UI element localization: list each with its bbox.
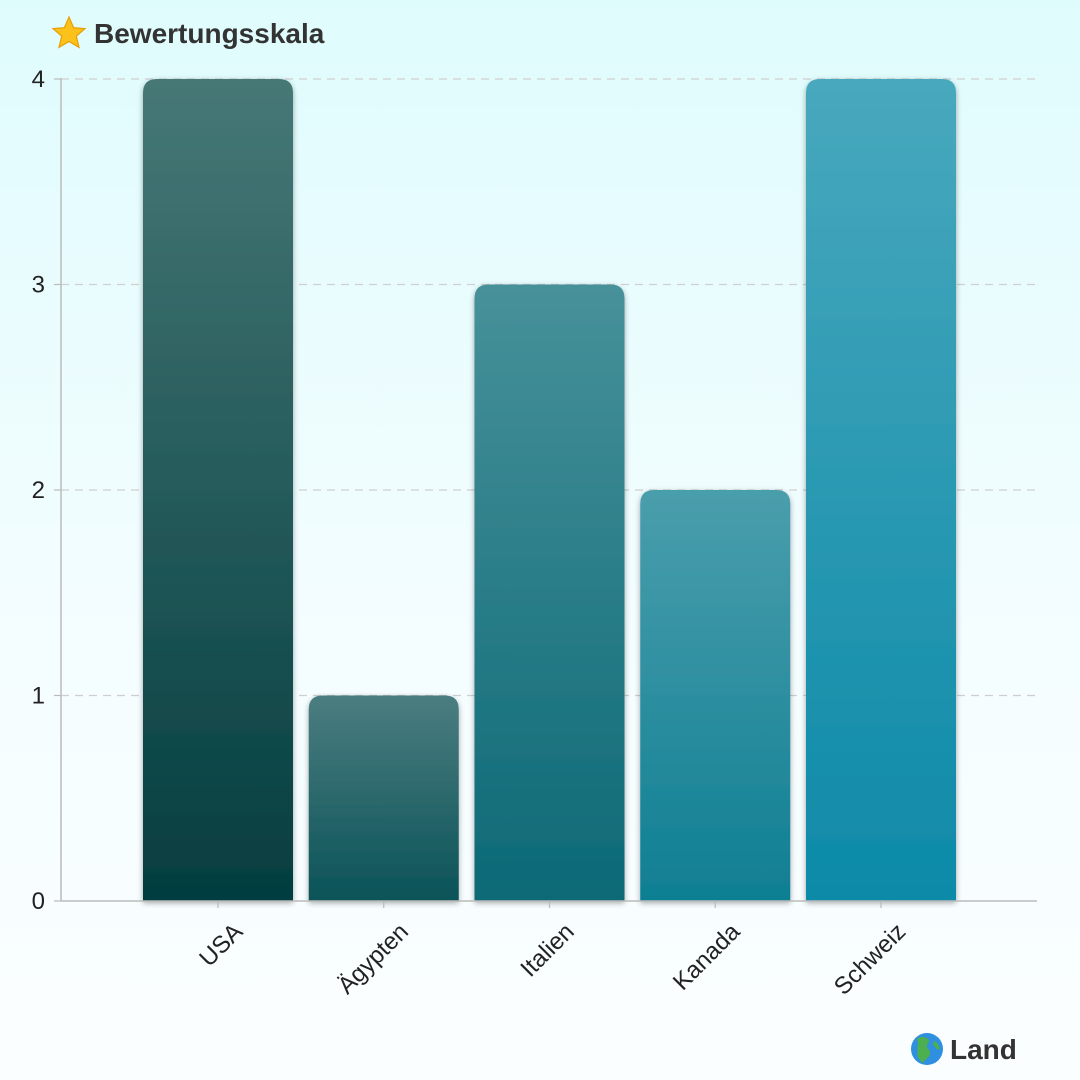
x-tick-label: Ägypten <box>333 918 414 999</box>
x-tick-label: USA <box>194 918 248 972</box>
bar-schweiz <box>806 79 956 901</box>
x-tick-label: Schweiz <box>829 918 911 1000</box>
y-tick-label: 0 <box>32 888 45 915</box>
bar-kanada <box>640 490 791 901</box>
y-axis-title: Bewertungsskala <box>51 15 325 49</box>
globe-icon <box>911 1033 943 1065</box>
y-tick-label: 3 <box>32 272 45 299</box>
bar-italien <box>474 284 625 901</box>
x-axis-title: Land <box>911 1033 1017 1065</box>
y-axis-label: Bewertungsskala <box>94 18 325 49</box>
y-tick-label: 2 <box>32 477 45 504</box>
star-icon <box>51 15 87 49</box>
y-axis-ticks: 0 1 2 3 4 <box>32 66 61 915</box>
y-tick-label: 1 <box>32 683 45 710</box>
x-tick-label: Kanada <box>668 918 746 996</box>
x-axis-ticks: USA Ägypten Italien Kanada Schweiz <box>194 901 911 1000</box>
x-tick-label: Italien <box>515 918 579 982</box>
bars <box>143 79 956 901</box>
y-tick-label: 4 <box>32 66 45 93</box>
bar-usa <box>143 79 293 901</box>
bar-ägypten <box>308 695 459 901</box>
x-axis-label: Land <box>950 1034 1017 1065</box>
